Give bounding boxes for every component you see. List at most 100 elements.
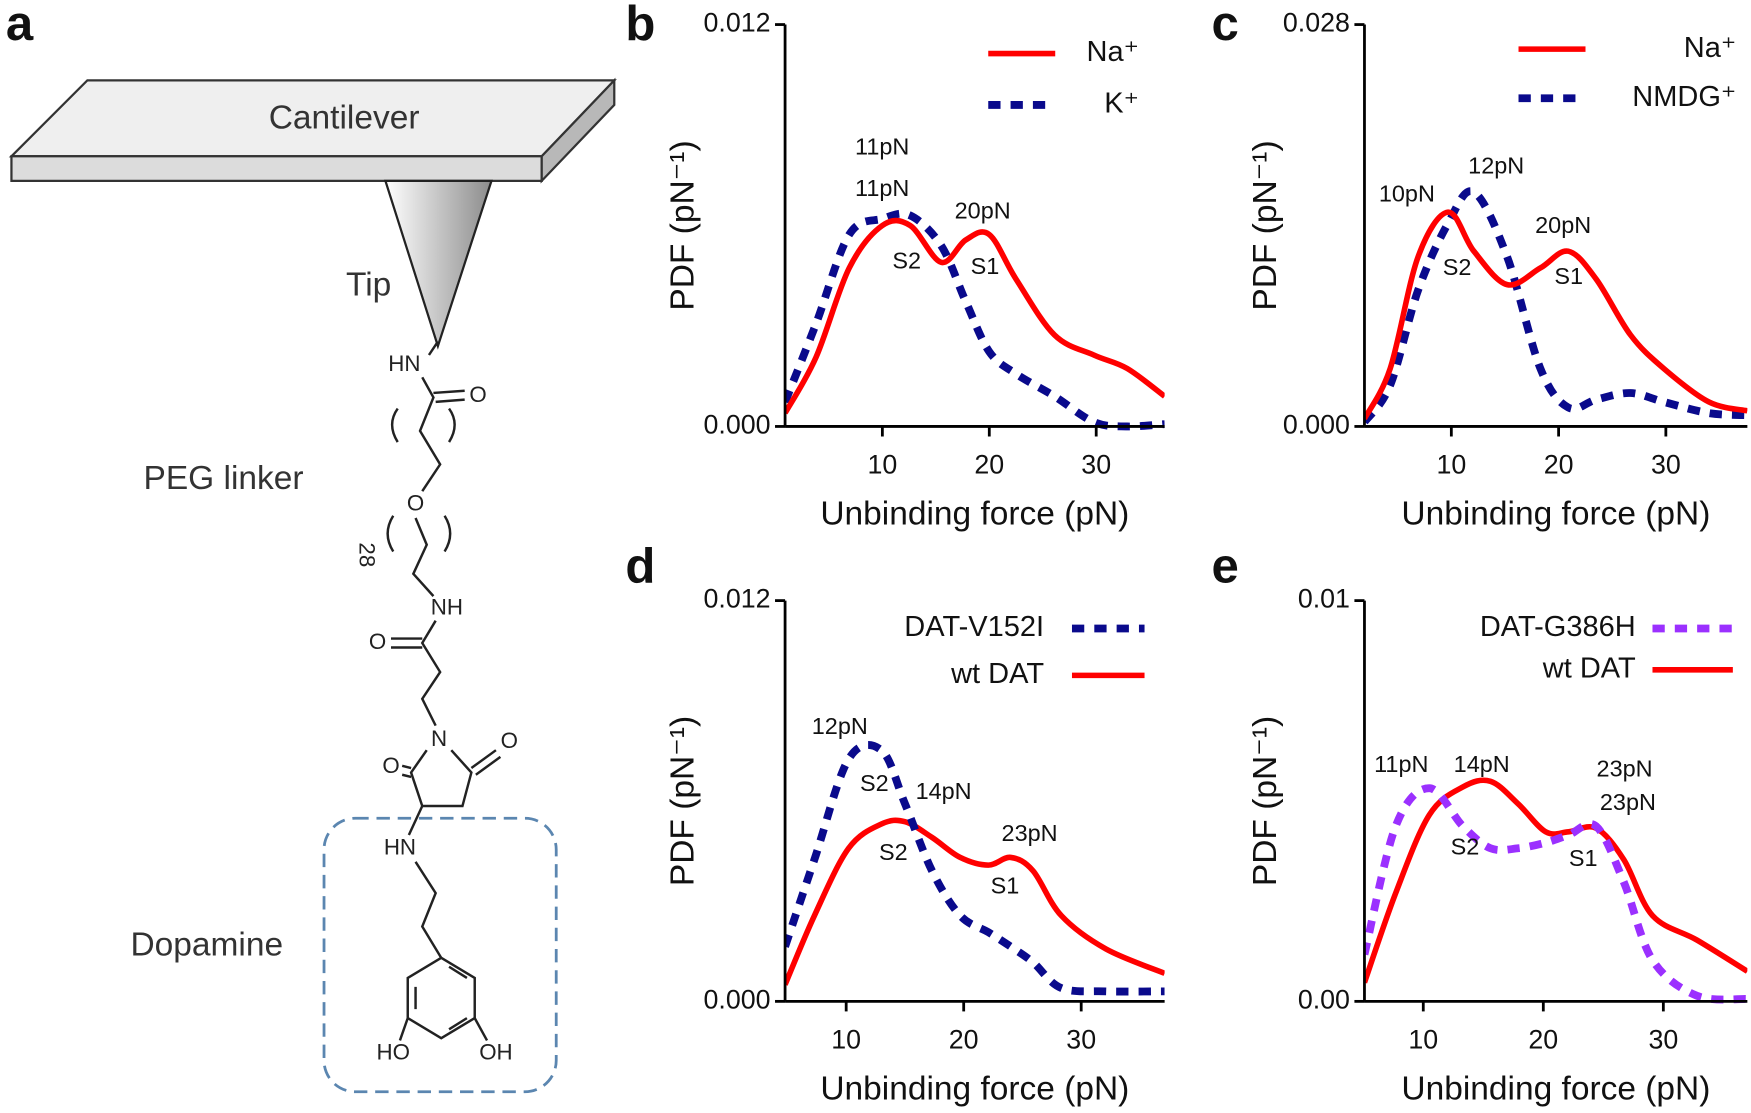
atom: HN	[384, 834, 416, 859]
y-tick-label: 0.000	[1283, 410, 1350, 440]
x-axis-label: Unbinding force (pN)	[820, 1071, 1129, 1108]
structure	[386, 340, 502, 1042]
x-axis-label: Unbinding force (pN)	[1401, 496, 1710, 533]
x-tick-label: 10	[1408, 1025, 1438, 1055]
atom: O	[407, 490, 424, 515]
y-axis-label: PDF (pN⁻¹)	[1247, 140, 1284, 310]
annotation: S1	[1569, 845, 1598, 871]
panel-label: e	[1212, 539, 1239, 593]
bond	[427, 340, 439, 356]
tip	[383, 179, 494, 350]
atom: O	[501, 728, 518, 753]
annotation: S2	[892, 248, 921, 274]
x-axis-label: Unbinding force (pN)	[820, 496, 1129, 533]
chart: b 0.000 0.012 10 20 30 Unbinding force (pN) PDF…	[625, 0, 1165, 533]
bond	[398, 1017, 489, 1042]
series-line	[1364, 209, 1748, 421]
y-tick-label: 0.01	[1298, 584, 1350, 614]
y-tick-label: 0.000	[704, 410, 771, 440]
y-axis-label: PDF (pN⁻¹)	[1247, 716, 1284, 886]
bond	[401, 749, 502, 779]
atom: OH	[479, 1040, 512, 1065]
y-axis-label: PDF (pN⁻¹)	[664, 716, 701, 886]
bond	[433, 389, 465, 404]
bond	[414, 861, 443, 959]
bracket	[390, 407, 456, 443]
bond	[407, 805, 424, 836]
atom: N	[431, 726, 447, 751]
annotation: 11pN	[855, 175, 909, 201]
atom: O	[369, 629, 386, 654]
legend-label: DAT-G386H	[1480, 611, 1636, 643]
x-tick-label: 20	[1544, 450, 1574, 480]
annotation: 11pN	[855, 134, 909, 160]
cantilever-front	[10, 155, 543, 182]
x-tick-label: 10	[1436, 450, 1466, 480]
legend-label: Na⁺	[1087, 36, 1139, 68]
legend-label: NMDG⁺	[1632, 81, 1736, 113]
annotation: S2	[860, 770, 889, 796]
peg-label: PEG linker	[144, 460, 304, 497]
series-line	[1364, 777, 1748, 984]
legend-label: K⁺	[1104, 88, 1139, 120]
x-tick-label: 20	[1528, 1025, 1558, 1055]
cantilever-side	[540, 77, 616, 184]
benzene	[406, 956, 476, 1040]
atom: O	[382, 753, 399, 778]
legend-label: wt DAT	[1542, 652, 1636, 684]
chart: c 0.000 0.028 10 20 30 Unbinding force (pN) PDF…	[1212, 0, 1748, 533]
x-tick-label: 10	[867, 450, 897, 480]
atom: O	[469, 382, 486, 407]
legend-label: Na⁺	[1684, 32, 1736, 64]
ring	[409, 749, 473, 808]
annotation: S2	[879, 839, 908, 865]
y-axis-label: PDF (pN⁻¹)	[664, 140, 701, 310]
legend-label: DAT-V152I	[904, 611, 1044, 643]
annotation: 20pN	[955, 197, 1011, 223]
series-line	[785, 209, 1165, 431]
legend-label: wt DAT	[950, 658, 1044, 690]
annotation: 12pN	[1468, 153, 1524, 179]
series-line	[785, 217, 1165, 415]
bracket	[386, 515, 452, 553]
dopamine-box	[322, 816, 558, 1094]
series-line	[785, 741, 1165, 996]
bond	[411, 517, 435, 597]
annotation: 20pN	[1535, 212, 1591, 238]
annotation: 14pN	[916, 778, 972, 804]
annotation: 23pN	[1002, 820, 1058, 846]
bond	[418, 376, 442, 492]
chart: d 0.000 0.012 10 20 30 Unbinding force (pN) PDF…	[625, 539, 1165, 1108]
panel-label: b	[625, 0, 655, 51]
y-tick-label: 0.00	[1298, 984, 1350, 1014]
x-tick-label: 20	[949, 1025, 979, 1055]
series-line	[785, 817, 1165, 986]
diagram: a Cantilever Tip PEG linker Dopamine HN …	[6, 0, 617, 1094]
panel-label: a	[6, 0, 34, 51]
chart: e 0.00 0.01 10 20 30 Unbinding force (pN) PDF (…	[1212, 539, 1748, 1108]
annotation: 14pN	[1454, 751, 1510, 777]
atom: 28	[354, 542, 379, 567]
y-tick-label: 0.012	[704, 584, 771, 614]
annotation: 11pN	[1374, 751, 1428, 777]
panel-label: d	[625, 539, 655, 593]
x-tick-label: 20	[974, 450, 1004, 480]
annotation: S1	[971, 253, 1000, 279]
dopamine-label: Dopamine	[130, 927, 283, 964]
bond	[391, 637, 423, 649]
annotation: S2	[1443, 254, 1472, 280]
y-tick-label: 0.028	[1283, 8, 1350, 38]
atom: HN	[388, 351, 420, 376]
x-tick-label: 30	[1066, 1025, 1096, 1055]
annotation: 12pN	[812, 713, 868, 739]
x-tick-label: 30	[1081, 450, 1111, 480]
x-tick-label: 30	[1651, 450, 1681, 480]
x-axis-label: Unbinding force (pN)	[1401, 1071, 1710, 1108]
x-tick-label: 10	[831, 1025, 861, 1055]
panel-label: c	[1212, 0, 1239, 51]
x-tick-label: 30	[1648, 1025, 1678, 1055]
bond	[420, 620, 442, 727]
y-tick-label: 0.012	[704, 8, 771, 38]
